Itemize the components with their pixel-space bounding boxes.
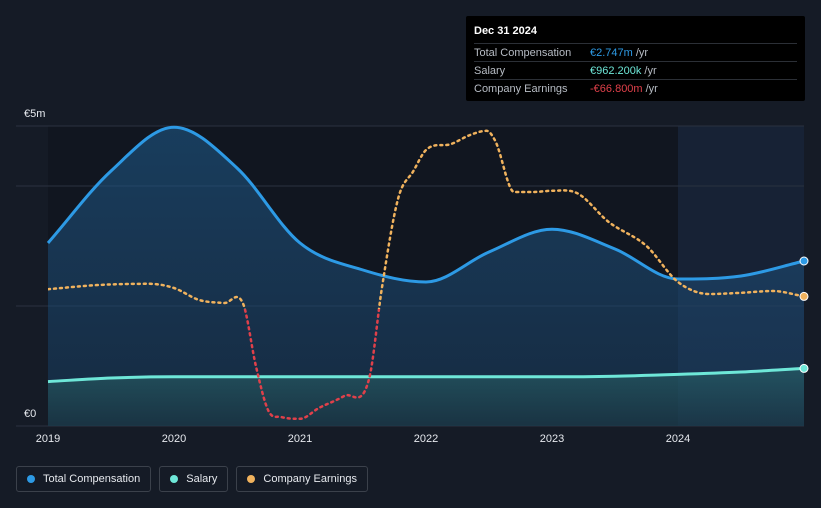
- legend: Total Compensation Salary Company Earnin…: [16, 466, 368, 492]
- x-tick-label: 2019: [35, 433, 61, 445]
- compensation-chart: [16, 125, 809, 427]
- legend-dot-icon: [247, 475, 256, 483]
- legend-label: Salary: [186, 473, 218, 485]
- tooltip-row-label: Salary: [474, 64, 506, 77]
- tooltip-row-salary: Salary €962.200k /yr: [474, 61, 797, 79]
- tooltip-row-unit: /yr: [635, 46, 649, 59]
- tooltip-row-total-compensation: Total Compensation €2.747m /yr: [474, 43, 797, 61]
- x-tick-label: 2022: [413, 433, 439, 445]
- tooltip-date: Dec 31 2024: [474, 25, 537, 37]
- tooltip-row-value: €962.200k: [590, 64, 642, 77]
- tooltip-row-company-earnings: Company Earnings -€66.800m /yr: [474, 79, 797, 97]
- y-tick-label-max: €5m: [24, 108, 46, 120]
- salary-area: [48, 368, 804, 426]
- company-earnings-line: [48, 129, 804, 309]
- total-compensation-end-marker: [799, 256, 809, 266]
- legend-label: Total Compensation: [43, 473, 141, 485]
- tooltip-row-value: -€66.800m: [590, 82, 643, 95]
- legend-item-total-compensation[interactable]: Total Compensation: [16, 466, 152, 492]
- legend-item-salary[interactable]: Salary: [159, 466, 229, 492]
- tooltip-row-label: Total Compensation: [474, 46, 572, 59]
- x-tick-label: 2023: [539, 433, 565, 445]
- x-tick-label: 2021: [287, 433, 313, 445]
- legend-dot-icon: [170, 475, 179, 483]
- company-earnings-end-marker: [799, 291, 809, 301]
- tooltip-row-value: €2.747m: [590, 46, 633, 59]
- salary-end-marker: [799, 363, 809, 373]
- x-tick-label: 2024: [665, 433, 691, 445]
- tooltip-row-label: Company Earnings: [474, 82, 568, 95]
- y-tick-label-zero: €0: [24, 408, 37, 420]
- legend-item-company-earnings[interactable]: Company Earnings: [236, 466, 368, 492]
- tooltip: Dec 31 2024 Total Compensation €2.747m /…: [466, 16, 805, 101]
- legend-dot-icon: [27, 475, 35, 483]
- salary-line: [47, 366, 805, 384]
- total-compensation-area: [48, 127, 804, 426]
- x-tick-label: 2020: [161, 433, 187, 445]
- tooltip-row-unit: /yr: [644, 64, 657, 77]
- legend-label: Company Earnings: [263, 473, 357, 485]
- tooltip-row-unit: /yr: [645, 82, 658, 95]
